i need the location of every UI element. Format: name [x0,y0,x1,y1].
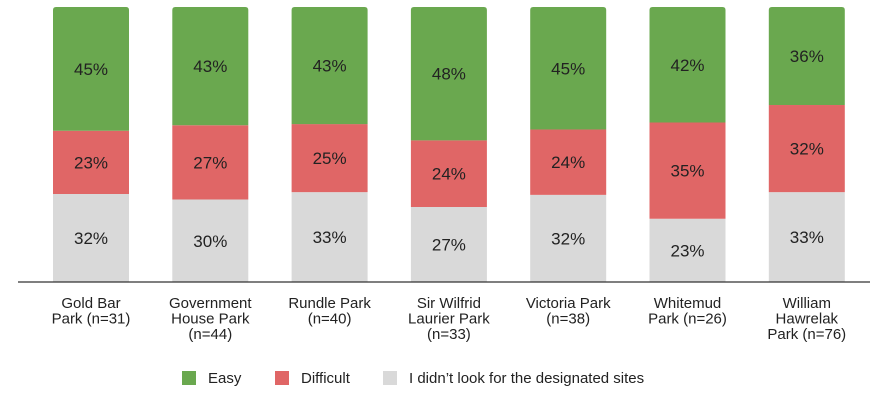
data-label: 42% [670,56,704,75]
bar-segment-difficult [768,105,845,193]
legend: Easy Difficult I didn’t look for the desig… [182,370,644,387]
bar-segment-i [410,207,487,282]
data-label: 32% [551,229,585,248]
category-label: Rundle Park (n=40) [288,295,371,328]
bar-segment-i [649,218,726,282]
data-label: 23% [670,241,704,260]
legend-label-i: I didn’t look for the designated sites [409,370,644,387]
data-label: 25% [313,149,347,168]
data-label: 33% [790,228,824,247]
bar-segment-easy [768,7,845,106]
bar-segment-difficult [172,125,249,200]
bar-segment-difficult [410,140,487,207]
data-label: 27% [193,153,227,172]
data-label: 48% [432,65,466,84]
category-label: William Hawrelak Park (n=76) [767,295,846,343]
bars-group: 32% 23% 45% 30% 27% 43% 33% 25% 43% 27% 24% 48% 32% 2… [53,7,845,282]
data-label: 45% [74,60,108,79]
bar-segment-easy [172,7,249,126]
data-label: 36% [790,47,824,66]
bar-segment-i [291,192,368,282]
data-label: 27% [432,236,466,255]
legend-swatch-easy [182,371,196,385]
bar-segment-easy [530,7,607,130]
legend-label-easy: Easy [208,370,242,387]
data-label: 43% [193,57,227,76]
legend-swatch-difficult [275,371,289,385]
bar-segment-difficult [649,122,726,219]
legend-swatch-i [383,371,397,385]
category-label: Government House Park (n=44) [169,295,252,343]
bar-segment-i [172,199,249,282]
data-label: 43% [313,57,347,76]
data-label: 30% [193,232,227,251]
bar-segment-difficult [53,130,129,194]
legend-label-difficult: Difficult [301,370,351,387]
data-label: 23% [74,153,108,172]
bar-segment-easy [53,7,129,131]
category-label: Gold Bar Park (n=31) [52,295,131,328]
bar-segment-i [768,192,845,282]
category-labels: Gold Bar Park (n=31) Government House Park(… [52,295,847,343]
bar-segment-easy [291,7,368,125]
data-label: 35% [670,162,704,181]
data-label: 32% [790,140,824,159]
category-label: Sir Wilfrid Laurier Park (n=33) [408,295,490,343]
category-label: Victoria Park (n=38) [526,295,611,328]
bar-segment-difficult [291,124,368,193]
bar-segment-difficult [530,129,607,195]
bar-segment-i [530,194,607,282]
data-label: 45% [551,59,585,78]
data-label: 24% [551,153,585,172]
data-label: 33% [313,228,347,247]
bar-segment-easy [410,7,487,141]
data-label: 32% [74,229,108,248]
bar-segment-i [53,194,129,282]
data-label: 24% [432,165,466,184]
bar-segment-easy [649,7,726,123]
category-label: Whitemud Park (n=26) [648,295,727,328]
